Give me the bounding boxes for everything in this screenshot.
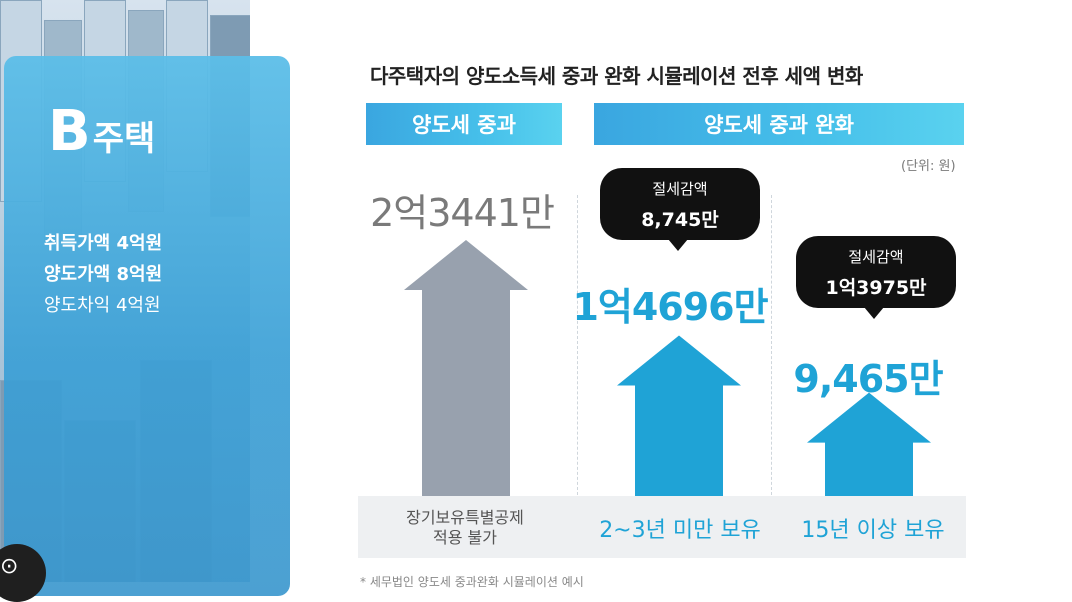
property-details: 취득가액 4억원 양도가액 8억원 양도차익 4억원	[44, 228, 162, 321]
savings-label-2: 절세감액	[848, 248, 904, 266]
header-eased-tax: 양도세 중과 완화	[594, 103, 964, 145]
bubble-tail	[668, 239, 688, 251]
savings-bubble-1: 절세감액 8,745만	[600, 168, 760, 240]
column-divider	[771, 195, 772, 495]
property-letter: B	[48, 99, 91, 164]
acquisition-price: 취득가액 4억원	[44, 233, 163, 254]
arrow-bar-1	[404, 240, 528, 496]
transfer-gain: 양도차익 4억원	[44, 295, 161, 316]
savings-amount-1: 8,745만	[641, 209, 719, 231]
chart-arrows	[404, 240, 931, 496]
value-label-3: 9,465만	[793, 357, 943, 401]
transfer-price: 양도가액 8억원	[44, 264, 163, 285]
value-label-2: 1억4696만	[572, 285, 768, 329]
savings-amount-2: 1억3975만	[825, 277, 927, 299]
chart-title: 다주택자의 양도소득세 중과 완화 시뮬레이션 전후 세액 변화	[370, 64, 863, 88]
condition-1-line2: 적용 불가	[433, 528, 497, 547]
property-word: 주택	[92, 119, 156, 159]
unit-label: (단위: 원)	[901, 159, 956, 174]
property-card	[4, 56, 290, 596]
camera-icon: ⊙	[0, 554, 19, 579]
value-label-1: 2억3441만	[370, 191, 555, 235]
condition-2: 2~3년 미만 보유	[599, 518, 761, 543]
condition-1-line1: 장기보유특별공제	[406, 508, 524, 527]
condition-1: 장기보유특별공제 적용 불가	[360, 508, 570, 548]
property-card-title: B주택	[48, 104, 155, 160]
header-heavy-tax: 양도세 중과	[366, 103, 562, 145]
arrow-bar-2	[617, 335, 741, 496]
condition-3: 15년 이상 보유	[801, 518, 945, 543]
bubble-tail	[864, 307, 884, 319]
savings-label-1: 절세감액	[652, 180, 708, 198]
condition-band	[358, 496, 966, 558]
column-divider	[577, 195, 578, 495]
arrow-bar-3	[807, 392, 931, 496]
savings-bubble-2: 절세감액 1억3975만	[796, 236, 956, 308]
